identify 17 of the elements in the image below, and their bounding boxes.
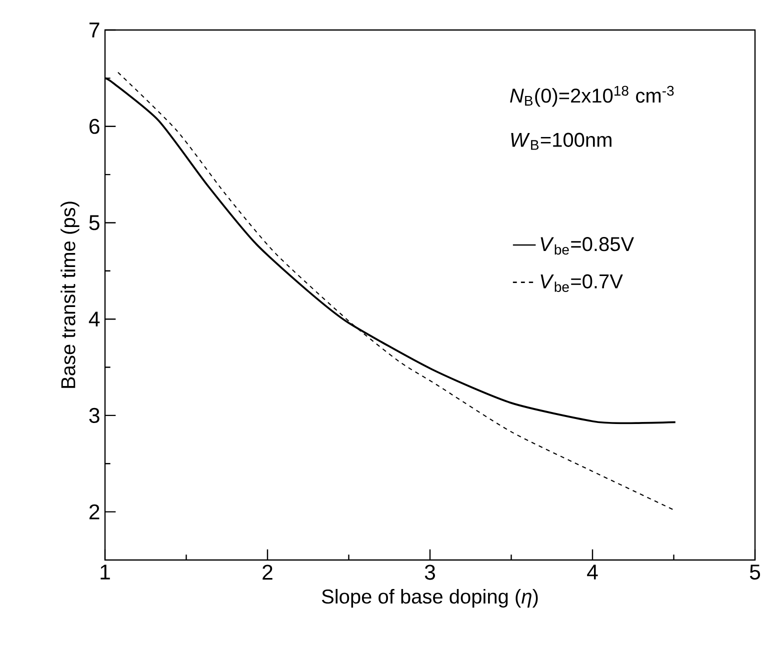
legend-label: V$_{be}$=0.7V xyxy=(540,274,623,292)
y-tick-label: 4 xyxy=(88,312,100,326)
y-tick-label: 3 xyxy=(89,408,100,424)
x-axis-title: Slope of base doping (η) xyxy=(322,588,538,608)
x-tick-label: 1 xyxy=(100,564,110,580)
y-tick-label: 5 xyxy=(89,215,100,230)
x-tick-label: 2 xyxy=(262,564,272,580)
annotation: N$_{B}$(0)=2x10$^{18}$ cm$^{-3}$ xyxy=(510,86,674,107)
annotation: W$_{B}$=100nm xyxy=(511,132,612,150)
legend-label: V$_{be}$=0.85V xyxy=(540,237,634,255)
y-tick-label: 7 xyxy=(90,22,100,38)
y-tick-label: 6 xyxy=(90,118,100,134)
y-tick-label: 2 xyxy=(89,504,100,520)
y-axis-title: Base transit time (ps) xyxy=(60,202,80,388)
x-tick-label: 3 xyxy=(424,564,435,580)
x-tick-label: 5 xyxy=(750,564,760,580)
x-tick-label: 4 xyxy=(587,564,598,580)
